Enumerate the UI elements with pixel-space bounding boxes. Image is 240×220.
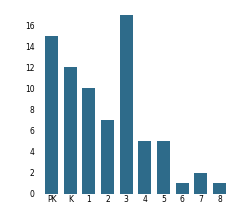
Bar [101, 120, 114, 194]
Bar [82, 88, 96, 194]
Bar [120, 15, 133, 194]
Bar [194, 172, 207, 194]
Bar [176, 183, 189, 194]
Bar [157, 141, 170, 194]
Bar [64, 68, 77, 194]
Bar [138, 141, 151, 194]
Bar [45, 36, 58, 194]
Bar [213, 183, 226, 194]
